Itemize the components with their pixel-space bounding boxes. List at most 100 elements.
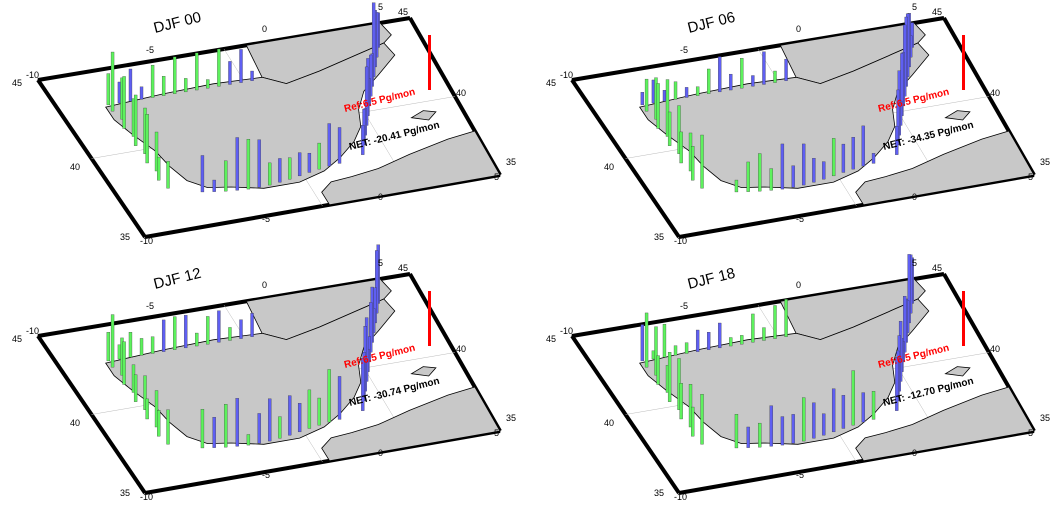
flux-bar (327, 123, 331, 167)
flux-bar (691, 146, 695, 181)
flux-bar (257, 413, 261, 444)
flux-bar (688, 384, 693, 428)
flux-bar (679, 131, 683, 164)
tick-lat-40: 40 (70, 418, 80, 428)
tick-lon-w5-top: -5 (146, 301, 154, 311)
flux-bar (784, 58, 788, 81)
flux-bar (861, 125, 865, 167)
flux-bar (106, 73, 111, 106)
flux-bar (751, 75, 755, 87)
flux-bar (895, 357, 899, 411)
tick-lon-w10-bottom: -10 (140, 236, 153, 246)
flux-bar (154, 390, 159, 428)
flux-bar (740, 335, 744, 345)
flux-bar (110, 51, 115, 112)
flux-bar (656, 355, 660, 385)
land-iberia (105, 298, 396, 445)
tick-lon-e5: 5 (494, 172, 499, 182)
land-balearic (410, 110, 437, 121)
tick-lon-w10: -10 (26, 326, 39, 336)
tick-lat-35-east: 35 (506, 413, 516, 423)
flux-bar (656, 83, 660, 129)
flux-bar (691, 406, 695, 437)
flux-bar (228, 61, 232, 85)
flux-bar (673, 81, 678, 100)
flux-bar (154, 131, 159, 172)
flux-bar (122, 76, 126, 129)
flux-bar (861, 392, 865, 423)
tick-lon-e5-top: 5 (378, 2, 383, 12)
land-iberia (105, 42, 396, 189)
panel-title: DJF 00 (152, 9, 203, 37)
tick-lon-w10: -10 (26, 70, 39, 80)
flux-bar (246, 434, 251, 446)
tick-lon-w5: -5 (262, 470, 270, 480)
flux-bar (751, 313, 755, 343)
tick-lon-w10: -10 (560, 70, 573, 80)
flux-bar (150, 64, 155, 98)
tick-lat-35-east: 35 (1040, 413, 1050, 423)
flux-bar (224, 404, 228, 448)
tick-lat-40: 40 (604, 162, 614, 172)
land-iberia (639, 298, 930, 445)
flux-bar (133, 374, 138, 402)
flux-bar (307, 389, 312, 429)
flux-bar (640, 92, 645, 106)
flux-bar (769, 405, 773, 447)
flux-bar (200, 409, 205, 449)
flux-bar (268, 398, 272, 442)
tick-lon-e5-top: 5 (912, 2, 917, 12)
tick-lon-0: 0 (378, 192, 383, 202)
tick-lon-0-top: 0 (262, 280, 267, 290)
flux-bar (640, 324, 645, 362)
tick-lon-w10-bottom: -10 (674, 236, 687, 246)
flux-bar (729, 73, 733, 91)
flux-bar (139, 86, 144, 100)
tick-lat-45-east: 45 (932, 263, 942, 273)
tick-lat-40-east: 40 (456, 88, 466, 98)
tick-lon-w10: -10 (560, 326, 573, 336)
flux-bar (677, 105, 681, 154)
tick-lat-45: 45 (546, 334, 556, 344)
flux-bar (200, 155, 205, 193)
tick-lon-w5: -5 (796, 470, 804, 480)
tick-lat-40: 40 (604, 418, 614, 428)
flux-bar (695, 86, 700, 96)
tick-lat-40-east: 40 (990, 88, 1000, 98)
flux-bar (673, 345, 678, 356)
flux-bar (841, 143, 846, 173)
flux-bar (110, 314, 115, 368)
tick-lat-45: 45 (12, 78, 22, 88)
flux-bar (297, 152, 302, 177)
flux-bar (769, 168, 773, 191)
flux-bar (161, 319, 166, 352)
flux-bar (327, 369, 331, 423)
flux-bar (173, 56, 177, 94)
flux-bar (246, 139, 251, 190)
flux-bar (695, 329, 700, 352)
flux-bar (791, 414, 795, 444)
tick-lon-w10-bottom: -10 (674, 492, 687, 502)
flux-bar (802, 143, 806, 186)
flux-bar (679, 383, 683, 420)
land-balearic (944, 110, 971, 121)
land-africa (855, 130, 1035, 206)
flux-bar (217, 310, 221, 343)
flux-bar (143, 375, 147, 410)
flux-bar (758, 153, 762, 192)
tick-lon-w10-bottom: -10 (140, 492, 153, 502)
flux-bar (700, 394, 704, 445)
flux-bar (667, 352, 672, 402)
flux-bar (184, 315, 188, 349)
reference-bar (962, 35, 965, 90)
land-africa (321, 386, 501, 462)
flux-bar (851, 137, 855, 170)
flux-bar (145, 398, 149, 420)
flux-bar (784, 299, 788, 337)
flux-bar (195, 332, 199, 347)
tick-lat-45-east: 45 (932, 7, 942, 17)
panel-title: DJF 18 (686, 265, 737, 293)
